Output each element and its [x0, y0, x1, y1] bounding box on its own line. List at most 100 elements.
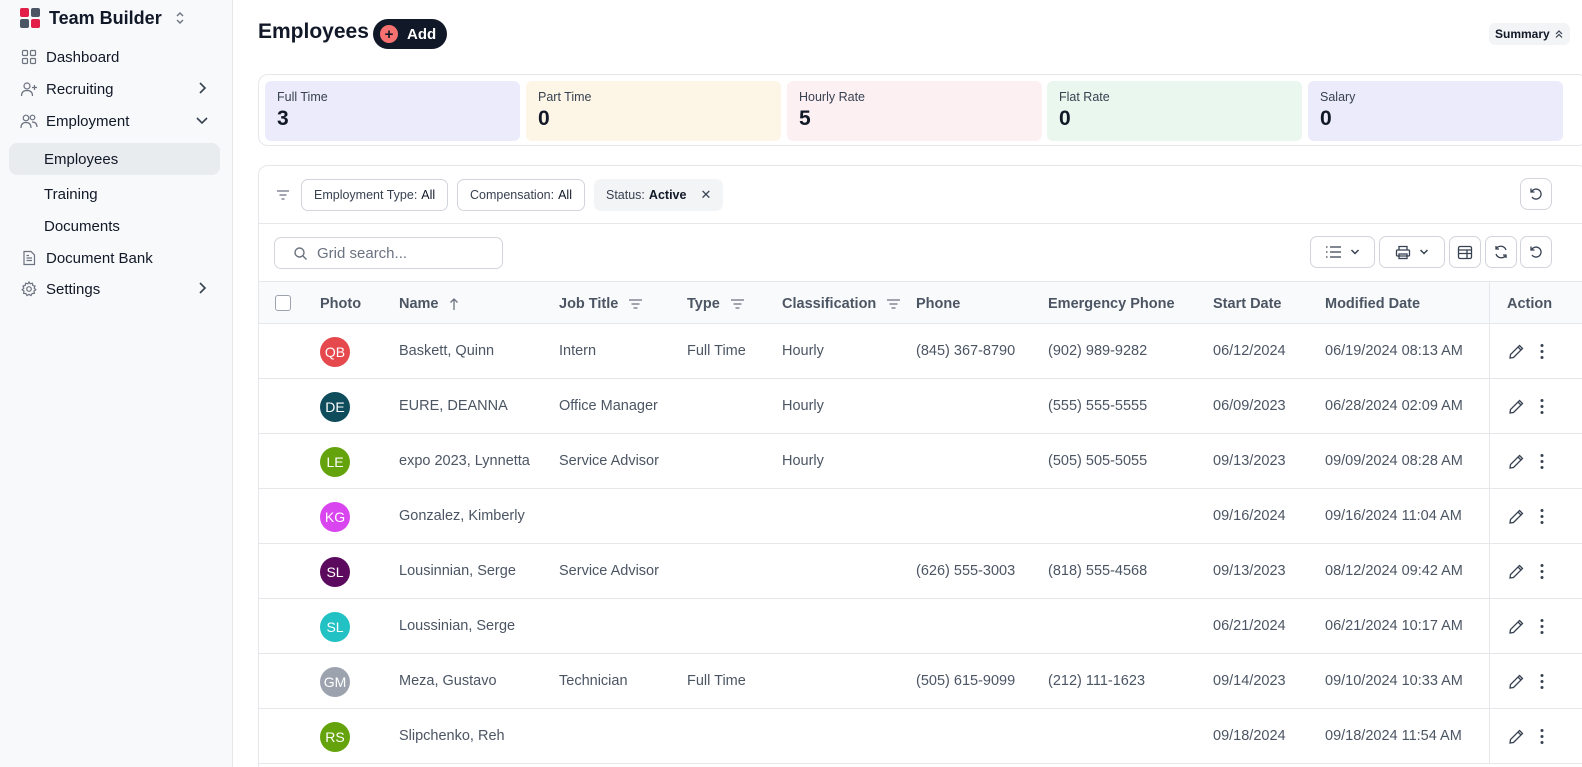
column-header-modified-date[interactable]: Modified Date	[1325, 282, 1420, 325]
edit-pencil-icon[interactable]	[1508, 673, 1525, 690]
column-header-classification[interactable]: Classification	[782, 282, 901, 325]
cell-name[interactable]: expo 2023, Lynnetta	[399, 453, 530, 469]
column-label: Action	[1507, 295, 1553, 312]
table-row[interactable]: RS Slipchenko, Reh 09/18/2024 09/18/2024 11…	[259, 709, 1582, 764]
column-header-phone[interactable]: Phone	[916, 282, 960, 325]
column-header-name[interactable]: Name	[399, 282, 459, 325]
refresh-button[interactable]	[1485, 236, 1517, 268]
stat-value: 0	[1320, 107, 1332, 130]
row-actions	[1489, 434, 1582, 488]
column-header-job-title[interactable]: Job Title	[559, 282, 643, 325]
table-row[interactable]: GM Meza, Gustavo Technician Full Time (505) …	[259, 654, 1582, 709]
chevron-down-icon	[1350, 249, 1360, 255]
cell-emergency-phone: (555) 555-5555	[1048, 398, 1148, 414]
more-vertical-icon[interactable]	[1539, 508, 1545, 525]
cell-name[interactable]: EURE, DEANNA	[399, 398, 508, 414]
more-vertical-icon[interactable]	[1539, 563, 1545, 580]
table-row[interactable]: QB Baskett, Quinn Intern Full Time Hourly (84…	[259, 324, 1582, 379]
row-actions	[1489, 544, 1582, 598]
sidebar-item-recruiting[interactable]: Recruiting	[20, 75, 217, 103]
cell-emergency-phone: (902) 989-9282	[1048, 343, 1148, 359]
summary-toggle-button[interactable]: Summary	[1489, 23, 1570, 45]
users-icon	[20, 112, 38, 130]
avatar: SL	[320, 557, 350, 587]
column-header-type[interactable]: Type	[687, 282, 745, 325]
sidebar-item-employees[interactable]: Employees	[44, 145, 214, 173]
cell-start-date: 09/18/2024	[1213, 728, 1286, 744]
sidebar-item-settings[interactable]: Settings	[20, 275, 217, 303]
search-input[interactable]	[317, 244, 487, 262]
more-vertical-icon[interactable]	[1539, 343, 1545, 360]
more-vertical-icon[interactable]	[1539, 398, 1545, 415]
cell-name[interactable]: Gonzalez, Kimberly	[399, 508, 525, 524]
more-vertical-icon[interactable]	[1539, 673, 1545, 690]
table-row[interactable]: SL Loussinian, Serge 06/21/2024 06/21/2024 …	[259, 599, 1582, 654]
table-row[interactable]: LE expo 2023, Lynnetta Service Advisor Hour…	[259, 434, 1582, 489]
sidebar-item-document-bank[interactable]: Document Bank	[20, 244, 217, 272]
edit-pencil-icon[interactable]	[1508, 563, 1525, 580]
sidebar: Team Builder Dashboard Recruiting Employ…	[0, 0, 233, 767]
sidebar-item-dashboard[interactable]: Dashboard	[20, 43, 217, 71]
stat-label: Full Time	[277, 90, 328, 104]
filter-chip-employment-type[interactable]: Employment Type: All	[301, 179, 449, 211]
sidebar-item-documents[interactable]: Documents	[44, 212, 214, 240]
edit-pencil-icon[interactable]	[1508, 343, 1525, 360]
edit-pencil-icon[interactable]	[1508, 728, 1525, 745]
cell-name[interactable]: Loussinian, Serge	[399, 618, 516, 634]
more-vertical-icon[interactable]	[1539, 453, 1545, 470]
cell-phone: (845) 367-8790	[916, 343, 1016, 359]
sidebar-item-training[interactable]: Training	[44, 180, 214, 208]
table-row[interactable]: DE EURE, DEANNA Office Manager Hourly (555) …	[259, 379, 1582, 434]
column-label: Type	[687, 295, 720, 312]
grid-search[interactable]	[274, 237, 503, 269]
edit-pencil-icon[interactable]	[1508, 453, 1525, 470]
view-options-button[interactable]	[1310, 236, 1375, 268]
edit-pencil-icon[interactable]	[1508, 398, 1525, 415]
page-title: Employees	[258, 20, 369, 43]
add-employee-button[interactable]: + Add	[373, 19, 447, 49]
close-icon[interactable]: ✕	[700, 187, 712, 202]
cell-name[interactable]: Meza, Gustavo	[399, 673, 497, 689]
sidebar-item-employment[interactable]: Employment	[20, 107, 217, 135]
sort-ascending-icon	[449, 297, 458, 310]
filter-icon[interactable]	[730, 298, 745, 310]
column-header-emergency-phone[interactable]: Emergency Phone	[1048, 282, 1175, 325]
filter-label: Compensation:	[470, 188, 555, 202]
app-switcher[interactable]: Team Builder	[20, 6, 185, 30]
reset-grid-button[interactable]	[1520, 236, 1552, 268]
cell-start-date: 06/09/2023	[1213, 398, 1286, 414]
columns-button[interactable]	[1449, 236, 1481, 268]
filter-chip-compensation[interactable]: Compensation: All	[457, 179, 585, 211]
reset-filters-button[interactable]	[1520, 178, 1552, 210]
filter-icon[interactable]	[886, 298, 901, 310]
filter-icon[interactable]	[275, 188, 291, 202]
cell-phone: (505) 615-9099	[916, 673, 1016, 689]
select-all-checkbox[interactable]	[275, 295, 291, 311]
edit-pencil-icon[interactable]	[1508, 508, 1525, 525]
more-vertical-icon[interactable]	[1539, 728, 1545, 745]
column-header-photo[interactable]: Photo	[320, 282, 361, 325]
cell-modified-date: 09/16/2024 11:04 AM	[1325, 508, 1462, 524]
cell-name[interactable]: Slipchenko, Reh	[399, 728, 505, 744]
cell-name[interactable]: Lousinnian, Serge	[399, 563, 516, 579]
sidebar-item-label: Employees	[44, 150, 119, 168]
table-row[interactable]: SL Lousinnian, Serge Service Advisor (626) …	[259, 544, 1582, 599]
export-button[interactable]	[1379, 236, 1445, 268]
column-header-start-date[interactable]: Start Date	[1213, 282, 1282, 325]
filter-icon[interactable]	[628, 298, 643, 310]
cell-modified-date: 09/10/2024 10:33 AM	[1325, 673, 1463, 689]
stat-salary: Salary 0	[1308, 81, 1563, 141]
column-label: Job Title	[559, 295, 619, 312]
cell-type: Full Time	[687, 673, 746, 689]
table-row[interactable]: KG Gonzalez, Kimberly 09/16/2024 09/16/2024…	[259, 489, 1582, 544]
sidebar-item-label: Employment	[46, 112, 130, 130]
cell-classification: Hourly	[782, 453, 824, 469]
edit-pencil-icon[interactable]	[1508, 618, 1525, 635]
cell-name[interactable]: Baskett, Quinn	[399, 343, 495, 359]
cell-type: Full Time	[687, 343, 746, 359]
active-nav-highlight	[9, 143, 220, 175]
more-vertical-icon[interactable]	[1539, 618, 1545, 635]
cell-start-date: 09/14/2023	[1213, 673, 1286, 689]
filter-chip-status[interactable]: Status: Active ✕	[594, 179, 724, 211]
avatar: DE	[320, 392, 350, 422]
